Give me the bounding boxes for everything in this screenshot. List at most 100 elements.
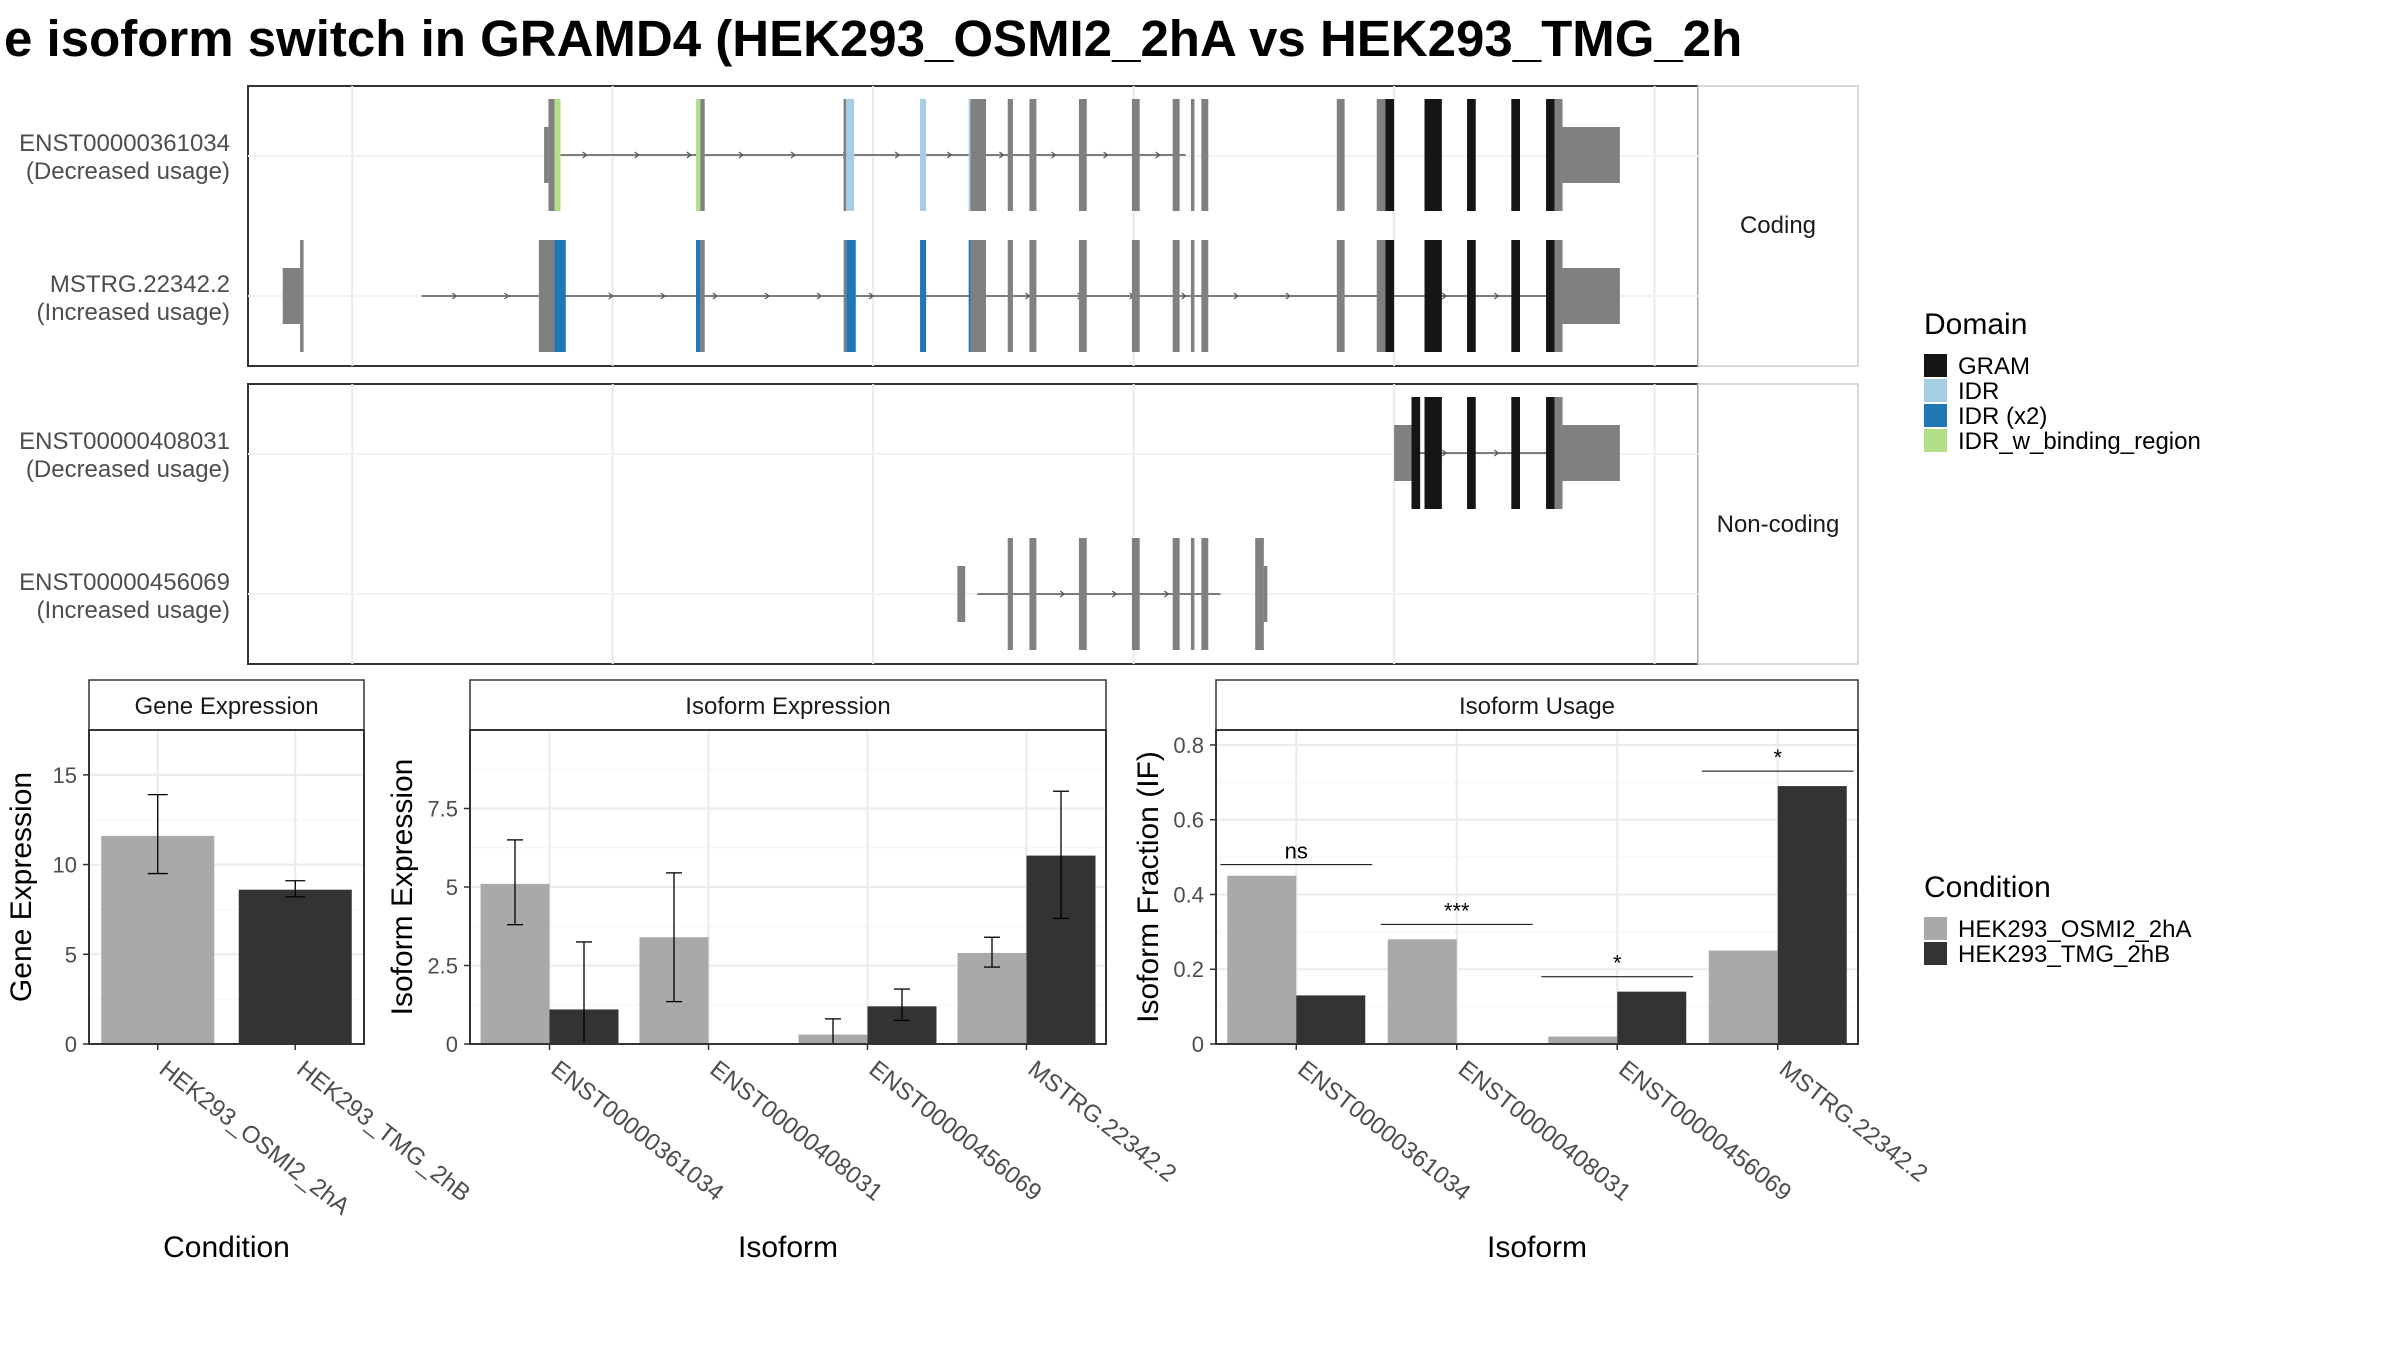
exon-none	[970, 240, 987, 352]
chart-title: Isoform Usage	[1459, 693, 1615, 720]
exon-gram	[1467, 99, 1476, 211]
y-tick-label: 2.5	[427, 954, 458, 979]
exon-gram	[1546, 397, 1555, 509]
condition-legend-key	[1924, 942, 1947, 965]
exon-none	[282, 268, 301, 324]
exon-none	[1190, 538, 1195, 650]
bar	[1708, 950, 1778, 1044]
transcript-usage-label: (Increased usage)	[37, 597, 230, 624]
exon-gram	[1411, 397, 1421, 509]
y-tick-label: 0	[1192, 1032, 1204, 1057]
chart-strip	[88, 679, 365, 731]
transcript-track-ENST00000361034: ENST00000361034(Decreased usage)	[19, 99, 1620, 211]
domain-legend-key	[1924, 404, 1947, 427]
exon-none	[1336, 99, 1345, 211]
exon-gram	[1424, 99, 1442, 211]
exon-idr	[920, 99, 927, 211]
x-axis-title: Isoform	[1487, 1231, 1587, 1264]
intron-arrow	[1493, 449, 1500, 457]
exon-gram	[1546, 99, 1555, 211]
x-axis-title: Condition	[163, 1231, 290, 1264]
y-tick-label: 0.2	[1173, 957, 1204, 982]
exon-none	[1554, 99, 1563, 211]
exon-gram	[1424, 240, 1442, 352]
intron-arrow	[764, 292, 770, 300]
domain-legend-key	[1924, 379, 1947, 402]
transcript-usage-label: (Decreased usage)	[26, 158, 230, 185]
isoform-usage-chart: Isoform Usagens*****00.20.40.60.8ENST000…	[1132, 679, 1933, 1264]
condition-legend-title: Condition	[1924, 871, 2051, 904]
exon-none	[1263, 566, 1268, 622]
intron-arrow	[1441, 449, 1448, 457]
noncoding-strip	[1697, 383, 1859, 665]
exon-none	[548, 99, 555, 211]
intron-arrow	[816, 292, 823, 300]
exon-none	[700, 240, 705, 352]
exon-none	[1007, 538, 1013, 650]
exon-none	[1172, 240, 1180, 352]
y-tick-label: 0	[65, 1032, 77, 1057]
exon-gram	[1511, 240, 1521, 352]
exon-none	[1562, 268, 1620, 324]
intron-arrow	[1155, 151, 1161, 159]
exon-none	[843, 99, 847, 211]
exon-none	[1078, 99, 1087, 211]
chart-title: Gene Expression	[134, 693, 318, 720]
intron-arrow	[894, 151, 901, 159]
y-tick-label: 10	[53, 853, 77, 878]
exon-none	[1172, 99, 1180, 211]
intron-arrow	[1164, 590, 1170, 598]
x-tick-label: MSTRG.22342.2	[1774, 1055, 1933, 1187]
condition-legend-label: HEK293_TMG_2hB	[1958, 941, 2170, 968]
bar	[1296, 995, 1366, 1044]
y-axis-title: Gene Expression	[5, 772, 38, 1002]
bar	[1617, 991, 1687, 1044]
exon-idr-x2-	[968, 240, 971, 352]
bar	[238, 889, 352, 1044]
noncoding-strip-label: Non-coding	[1717, 511, 1840, 538]
figure-title: e isoform switch in GRAMD4 (HEK293_OSMI2…	[4, 10, 1742, 67]
intron-arrow	[608, 292, 614, 300]
intron-arrow	[686, 151, 692, 159]
exon-idr-x2-	[846, 240, 856, 352]
y-axis-title: Isoform Fraction (IF)	[1132, 751, 1165, 1023]
bar	[957, 952, 1027, 1044]
transcript-id-label: ENST00000361034	[19, 130, 230, 157]
coding-strip-label: Coding	[1740, 212, 1816, 239]
isoform-expression-chart: Isoform Expression 0 2.5 5 7.5 ENST0000036103…	[386, 679, 1182, 1264]
noncoding-panel	[247, 383, 1699, 665]
exon-none	[1554, 397, 1563, 509]
exon-none	[300, 240, 304, 352]
exon-none	[1131, 99, 1140, 211]
intron-arrow	[1103, 151, 1109, 159]
exon-idr	[846, 99, 855, 211]
exon-none	[1562, 425, 1620, 481]
intron-arrow	[738, 151, 744, 159]
x-tick-label: ENST00000361034	[546, 1055, 729, 1206]
x-tick-label: ENST00000456069	[864, 1055, 1047, 1206]
exon-none	[1007, 240, 1013, 352]
exon-none	[1562, 127, 1620, 183]
bar	[1387, 939, 1457, 1044]
intron-arrow	[790, 151, 797, 159]
exon-none	[1201, 240, 1209, 352]
x-tick-label: ENST00000361034	[1293, 1055, 1476, 1206]
exon-none	[544, 127, 549, 183]
y-tick-label: 0	[446, 1032, 458, 1057]
exon-none	[1376, 99, 1386, 211]
bar	[1548, 1036, 1618, 1044]
domain-legend-title: Domain	[1924, 308, 2027, 341]
x-tick-label: ENST00000456069	[1614, 1055, 1797, 1206]
significance-label: *	[1773, 745, 1782, 770]
intron-arrow	[504, 292, 510, 300]
transcript-track-ENST00000408031: ENST00000408031(Decreased usage)	[19, 397, 1620, 509]
exon-idr	[968, 99, 971, 211]
significance-label: *	[1613, 951, 1622, 976]
x-tick-label: ENST00000408031	[705, 1055, 888, 1206]
condition-legend-label: HEK293_OSMI2_2hA	[1958, 916, 2191, 943]
condition-legend-key	[1924, 917, 1947, 940]
exon-idr-x2-	[696, 240, 701, 352]
transcript-track-MSTRG.22342.2: MSTRG.22342.2(Increased usage)	[37, 240, 1620, 352]
x-tick-label: MSTRG.22342.2	[1023, 1055, 1182, 1187]
